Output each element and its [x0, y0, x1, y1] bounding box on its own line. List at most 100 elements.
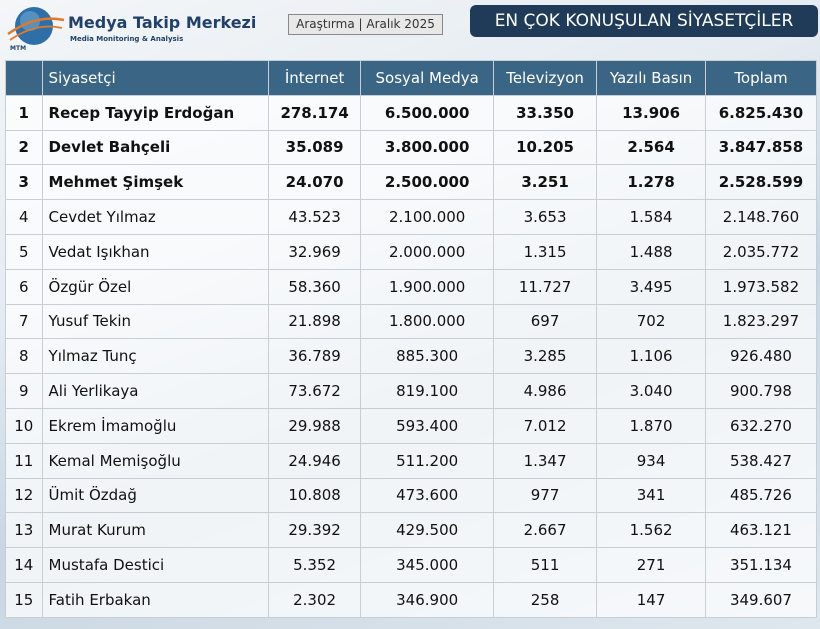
- cell: 3: [5, 164, 43, 201]
- cell: 2.000.000: [360, 233, 494, 270]
- cell: 3.040: [596, 373, 706, 409]
- cell: 5: [5, 233, 43, 270]
- cell: 73.672: [267, 373, 362, 409]
- cell: Murat Kurum: [41, 512, 269, 549]
- cell: Ümit Özdağ: [41, 477, 269, 514]
- cell: 351.134: [704, 547, 818, 583]
- logo-mark: MTM: [10, 45, 26, 52]
- cell: 3.251: [492, 164, 598, 201]
- cell: 926.480: [704, 338, 818, 375]
- cell: Ekrem İmamoğlu: [41, 407, 269, 444]
- row: 7 Yusuf Tekin 21.898 1.800.000 697 702 1.823.2…: [5, 303, 818, 340]
- row: 1 Recep Tayyip Erdoğan 278.174 6.500.000 33.…: [5, 94, 818, 131]
- row: 15 Fatih Erbakan 2.302 346.900 258 147 349.607: [5, 581, 818, 618]
- cell: 33.350: [492, 94, 598, 131]
- cell: 3.653: [492, 199, 598, 235]
- cell: 2.528.599: [704, 164, 818, 201]
- cell: 2: [5, 129, 43, 166]
- cell: 2.148.760: [704, 199, 818, 235]
- cell: 1.347: [492, 442, 598, 479]
- cell: 1: [5, 94, 43, 131]
- row: 10 Ekrem İmamoğlu 29.988 593.400 7.012 1.870 6…: [5, 407, 818, 444]
- cell: 429.500: [360, 512, 494, 549]
- cell: 1.562: [596, 512, 706, 549]
- cell: 6: [5, 268, 43, 305]
- cell: 24.946: [267, 442, 362, 479]
- cell: Kemal Memişoğlu: [41, 442, 269, 479]
- cell: 10.205: [492, 129, 598, 166]
- cell: 346.900: [360, 581, 494, 618]
- cell: Özgür Özel: [41, 268, 269, 305]
- cell: 11.727: [492, 268, 598, 305]
- cell: 593.400: [360, 407, 494, 444]
- cell: 11: [5, 442, 43, 479]
- cell: 15: [5, 581, 43, 618]
- cell: 697: [492, 303, 598, 340]
- row: 13 Murat Kurum 29.392 429.500 2.667 1.562 463.…: [5, 512, 818, 549]
- cell: 7: [5, 303, 43, 340]
- cell: 14: [5, 547, 43, 583]
- cell: 29.988: [267, 407, 362, 444]
- cell: 10.808: [267, 477, 362, 514]
- cell: Ali Yerlikaya: [41, 373, 269, 409]
- cell: 900.798: [704, 373, 818, 409]
- logo: MTM: [7, 7, 65, 52]
- row: 9 Ali Yerlikaya 73.672 819.100 4.986 3.040 900…: [5, 373, 818, 409]
- cell: 2.100.000: [360, 199, 494, 235]
- logo-title: Medya Takip Merkezi: [68, 13, 257, 32]
- cell: 7.012: [492, 407, 598, 444]
- cell: Mehmet Şimşek: [41, 164, 269, 201]
- row: 6 Özgür Özel 58.360 1.900.000 11.727 3.495 1.9…: [5, 268, 818, 305]
- cell: 278.174: [267, 94, 362, 131]
- cell: 1.106: [596, 338, 706, 375]
- header-cell: Televizyon: [492, 60, 598, 96]
- row: 2 Devlet Bahçeli 35.089 3.800.000 10.205 2.56…: [5, 129, 818, 166]
- cell: 21.898: [267, 303, 362, 340]
- cell: 58.360: [267, 268, 362, 305]
- cell: 3.847.858: [704, 129, 818, 166]
- cell: 24.070: [267, 164, 362, 201]
- cell: 1.315: [492, 233, 598, 270]
- cell: 1.823.297: [704, 303, 818, 340]
- cell: 1.584: [596, 199, 706, 235]
- cell: 2.035.772: [704, 233, 818, 270]
- cell: 4: [5, 199, 43, 235]
- cell: 819.100: [360, 373, 494, 409]
- cell: 9: [5, 373, 43, 409]
- cell: Cevdet Yılmaz: [41, 199, 269, 235]
- table: Siyasetçi İnternet Sosyal Medya Televizyon Y…: [5, 60, 818, 618]
- cell: 35.089: [267, 129, 362, 166]
- cell: 271: [596, 547, 706, 583]
- cell: 341: [596, 477, 706, 514]
- row: 8 Yılmaz Tunç 36.789 885.300 3.285 1.106 926.4…: [5, 338, 818, 375]
- cell: 632.270: [704, 407, 818, 444]
- header-cell: Toplam: [704, 60, 818, 96]
- row: 5 Vedat Işıkhan 32.969 2.000.000 1.315 1.488 2…: [5, 233, 818, 270]
- cell: 473.600: [360, 477, 494, 514]
- cell: 6.500.000: [360, 94, 494, 131]
- cell: 463.121: [704, 512, 818, 549]
- row: 4 Cevdet Yılmaz 43.523 2.100.000 3.653 1.584 2…: [5, 199, 818, 235]
- cell: 1.278: [596, 164, 706, 201]
- cell: 6.825.430: [704, 94, 818, 131]
- header-cell: Sosyal Medya: [360, 60, 494, 96]
- cell: 10: [5, 407, 43, 444]
- cell: 1.800.000: [360, 303, 494, 340]
- cell: Vedat Işıkhan: [41, 233, 269, 270]
- cell: 4.986: [492, 373, 598, 409]
- title: EN ÇOK KONUŞULAN SİYASETÇİLER: [470, 5, 818, 37]
- logo-subtitle: Media Monitoring & Analysis: [70, 35, 184, 43]
- row: 11 Kemal Memişoğlu 24.946 511.200 1.347 934 53…: [5, 442, 818, 479]
- row: 14 Mustafa Destici 5.352 345.000 511 271 351.1…: [5, 547, 818, 583]
- tag: Araştırma | Aralık 2025: [288, 14, 443, 35]
- cell: 3.495: [596, 268, 706, 305]
- cell: 2.667: [492, 512, 598, 549]
- cell: 511: [492, 547, 598, 583]
- cell: Fatih Erbakan: [41, 581, 269, 618]
- cell: 147: [596, 581, 706, 618]
- cell: 1.870: [596, 407, 706, 444]
- cell: 885.300: [360, 338, 494, 375]
- header-cell: Yazılı Basın: [596, 60, 706, 96]
- cell: 349.607: [704, 581, 818, 618]
